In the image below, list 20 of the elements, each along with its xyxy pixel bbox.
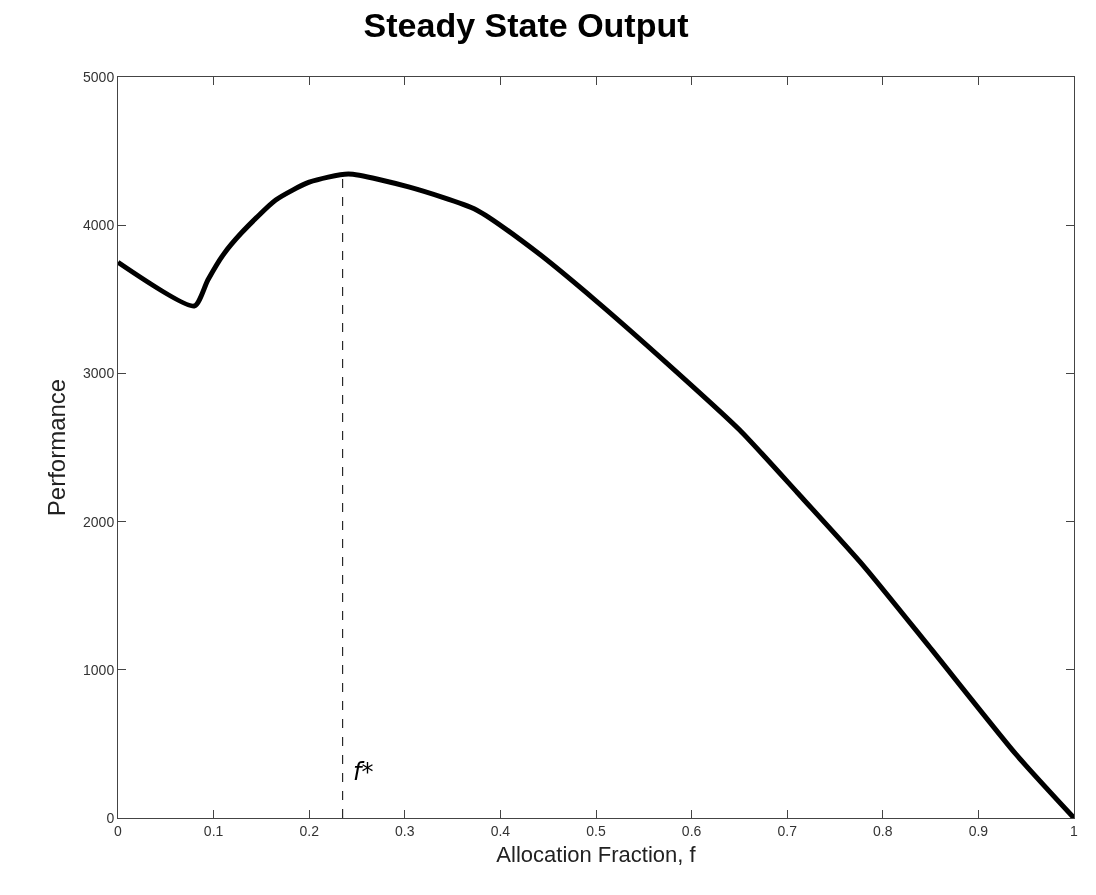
x-tick-label: 0.1 [203,822,224,839]
y-tick-label: 3000 [83,365,115,382]
x-tick-label: 0.9 [968,822,989,839]
x-tick-label: 0.5 [586,822,606,839]
chart-title: Steady State Output [363,6,689,45]
x-tick-label: 0.7 [777,822,798,839]
x-axis-title: Allocation Fraction, f [496,841,697,867]
y-axis-title: Performance [43,378,71,517]
x-tick-label: 0.8 [873,822,893,839]
y-tick-label: 4000 [83,217,115,234]
y-tick-label: 1000 [83,661,115,678]
x-tick-label: 0.4 [490,822,511,839]
x-tick-label: 1 [1070,822,1079,839]
x-tick-label: 0.2 [299,822,320,839]
x-tick-label: 0.6 [681,822,702,839]
y-tick-label: 2000 [83,513,115,530]
y-tick-label: 5000 [83,68,115,85]
x-tick-label: 0.3 [395,822,415,839]
ref-line-label: f* [353,758,374,786]
y-tick-label: 0 [106,809,115,826]
